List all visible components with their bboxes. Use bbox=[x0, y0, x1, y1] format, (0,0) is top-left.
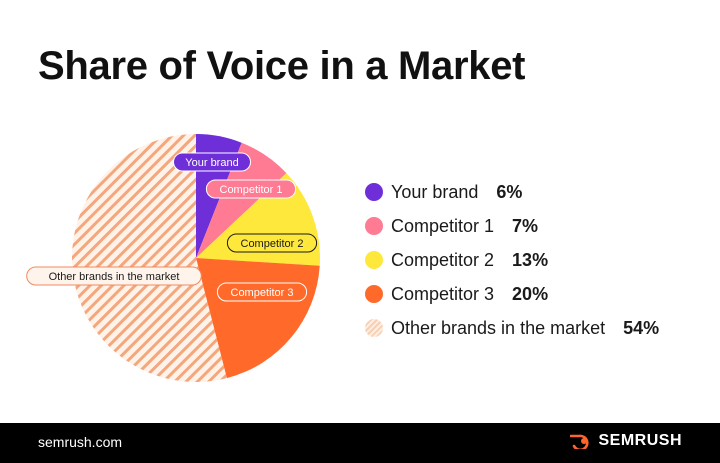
slice-label-text: Your brand bbox=[185, 157, 238, 169]
semrush-flame-icon bbox=[570, 434, 590, 449]
legend-label: Your brand bbox=[391, 181, 479, 202]
legend-percent: 20% bbox=[512, 283, 549, 304]
slice-label-text: Other brands in the market bbox=[49, 271, 180, 283]
legend-swatch bbox=[365, 319, 383, 337]
pie-slice-competitor-1 bbox=[196, 142, 287, 258]
slice-label-pill bbox=[173, 152, 251, 172]
legend-label: Competitor 1 bbox=[391, 215, 495, 236]
legend-item-competitor-3: Competitor 3 20% bbox=[365, 277, 659, 311]
slice-label-pill bbox=[226, 233, 318, 253]
slice-label-pill bbox=[205, 179, 297, 199]
footer-bar: semrush.com SEMRUSH bbox=[0, 423, 720, 463]
legend-item-other-brands: Other brands in the market 54% bbox=[365, 311, 659, 345]
brand-name: SEMRUSH bbox=[598, 432, 682, 449]
legend-label: Other brands in the market bbox=[391, 317, 606, 338]
slice-label: Competitor 1 bbox=[205, 179, 297, 199]
slice-label-pill bbox=[26, 266, 202, 286]
slice-label-text: Competitor 2 bbox=[241, 238, 304, 250]
slice-label: Your brand bbox=[173, 152, 251, 172]
brand-logo: SEMRUSH bbox=[570, 432, 682, 450]
legend-swatch bbox=[365, 285, 383, 303]
slice-label: Other brands in the market bbox=[26, 266, 202, 286]
pie-slice-other-brands-in-the-market bbox=[71, 134, 227, 383]
legend-label: Competitor 3 bbox=[391, 283, 495, 304]
legend-swatch bbox=[365, 251, 383, 269]
legend-percent: 7% bbox=[512, 215, 539, 236]
legend-swatch bbox=[365, 217, 383, 235]
slice-label-text: Competitor 1 bbox=[220, 184, 283, 196]
legend-item-competitor-2: Competitor 2 13% bbox=[365, 243, 659, 277]
legend-swatch bbox=[365, 183, 383, 201]
legend-item-competitor-1: Competitor 1 7% bbox=[365, 209, 659, 243]
slice-label-text: Competitor 3 bbox=[231, 287, 294, 299]
slice-label: Competitor 3 bbox=[216, 282, 308, 302]
legend-item-your-brand: Your brand 6% bbox=[365, 175, 659, 209]
chart-legend: Your brand 6% Competitor 1 7% Competitor… bbox=[365, 175, 659, 345]
legend-percent: 54% bbox=[623, 317, 660, 338]
legend-percent: 13% bbox=[512, 249, 549, 270]
legend-percent: 6% bbox=[496, 181, 523, 202]
site-url: semrush.com bbox=[38, 434, 123, 450]
slice-label: Competitor 2 bbox=[226, 233, 318, 253]
slice-label-pill bbox=[216, 282, 308, 302]
pie-slice-labels: Your brand Competitor 1 Competitor 2 Compet… bbox=[26, 152, 318, 302]
legend-label: Competitor 2 bbox=[391, 249, 495, 270]
page-title: Share of Voice in a Market bbox=[38, 44, 526, 88]
